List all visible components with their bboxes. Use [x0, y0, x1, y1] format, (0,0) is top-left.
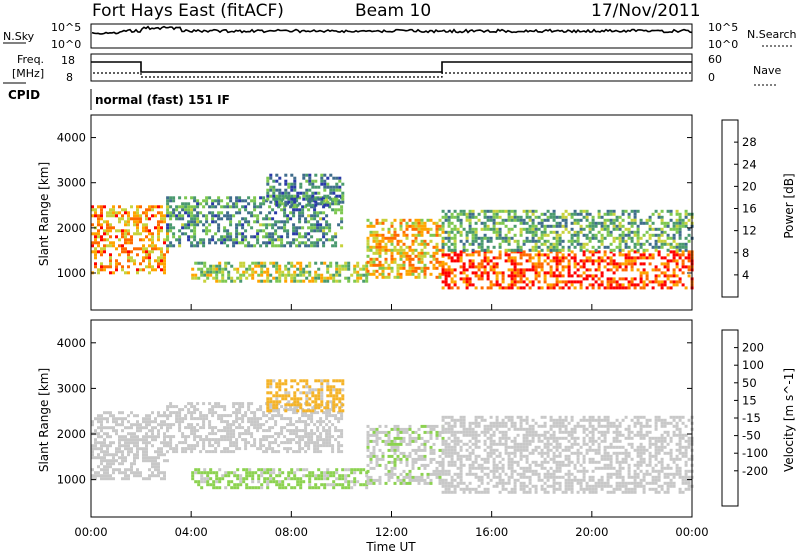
velocity-band-3 — [191, 468, 369, 490]
xtick-6: 00:00 — [675, 525, 708, 539]
velocity-panel: 1000 2000 3000 4000 Slant Range [km] 200 100… — [37, 304, 796, 554]
noise-panel: N.Sky 10^5 10^0 10^5 10^0 N.Search — [3, 21, 797, 51]
power-band-4 — [266, 173, 345, 207]
velocity-cbar-tick--15: -15 — [742, 411, 761, 425]
power-colorbar-label: Power [dB] — [782, 173, 796, 238]
velocity-cbar-tick-200: 200 — [742, 341, 764, 355]
cpid-label: CPID — [8, 88, 40, 102]
velocity-band-6 — [441, 415, 694, 494]
noise-left-tick-top: 10^5 — [51, 21, 81, 34]
power-cbar-tick-4: 4 — [742, 268, 749, 282]
time-axis-label: Time UT — [365, 540, 416, 554]
velocity-cbar-tick--50: -50 — [742, 429, 761, 443]
frequency-panel: Freq. [MHz] 18 8 60 0 Nave — [3, 53, 781, 86]
power-ytick-2000: 2000 — [57, 221, 86, 235]
power-band-7 — [441, 209, 694, 252]
power-band-6 — [441, 250, 694, 290]
nave-tick-top: 60 — [708, 53, 722, 66]
power-colorbar: 4 8 12 16 20 24 28 — [721, 119, 757, 298]
velocity-colorbar: 200 100 50 15 -15 -50 -100 -200 — [721, 329, 768, 507]
power-cbar-tick-12: 12 — [742, 224, 757, 238]
power-ytick-3000: 3000 — [57, 176, 86, 190]
frequency-unit: [MHz] — [12, 67, 44, 80]
velocity-ytick-3000: 3000 — [57, 381, 86, 395]
power-band-1 — [91, 205, 169, 275]
xtick-2: 08:00 — [275, 525, 308, 539]
frequency-label: Freq. — [17, 53, 44, 66]
power-band-3 — [191, 261, 369, 283]
xtick-4: 16:00 — [475, 525, 508, 539]
velocity-band-2 — [166, 402, 344, 454]
power-band-5 — [366, 218, 445, 279]
velocity-cbar-tick-15: 15 — [742, 393, 757, 407]
frequency-tick-top: 18 — [61, 54, 75, 67]
nave-label: Nave — [753, 64, 781, 77]
cpid-panel: CPID normal (fast) 151 IF — [8, 88, 230, 110]
station-title: Fort Hays East (fitACF) — [92, 1, 284, 21]
xtick-0: 00:00 — [74, 525, 107, 539]
date-label: 17/Nov/2011 — [591, 1, 701, 21]
beam-label: Beam 10 — [355, 1, 431, 21]
noise-sky-label: N.Sky — [3, 30, 35, 43]
velocity-cbar-tick-50: 50 — [742, 376, 757, 390]
velocity-band-4 — [266, 379, 345, 413]
velocity-ytick-1000: 1000 — [57, 473, 86, 487]
xtick-1: 04:00 — [175, 525, 208, 539]
nave-tick-bottom: 0 — [708, 71, 715, 84]
frequency-trace — [91, 61, 692, 73]
velocity-band-1 — [91, 411, 169, 481]
power-ytick-4000: 4000 — [57, 131, 86, 145]
power-cbar-tick-16: 16 — [742, 202, 757, 216]
power-cbar-tick-28: 28 — [742, 135, 757, 149]
velocity-cbar-tick--200: -200 — [742, 464, 768, 478]
velocity-colorbar-label: Velocity [m s^-1] — [782, 368, 796, 472]
power-cbar-tick-24: 24 — [742, 157, 757, 171]
velocity-echo-bands — [91, 379, 694, 494]
power-cbar-tick-8: 8 — [742, 246, 749, 260]
velocity-cbar-tick--100: -100 — [742, 446, 768, 460]
nave-trace — [93, 72, 691, 78]
cpid-text: normal (fast) 151 IF — [95, 93, 230, 107]
power-echo-bands — [91, 173, 694, 290]
xtick-3: 12:00 — [375, 525, 408, 539]
velocity-ytick-4000: 4000 — [57, 336, 86, 350]
xtick-5: 20:00 — [575, 525, 608, 539]
power-panel: 1000 2000 3000 4000 Slant Range [km] 4 8 12 16… — [37, 114, 796, 311]
velocity-ytick-2000: 2000 — [57, 427, 86, 441]
noise-left-tick-bottom: 10^0 — [51, 38, 81, 51]
noise-right-tick-bottom: 10^0 — [708, 38, 738, 51]
power-ylabel: Slant Range [km] — [37, 162, 51, 266]
power-ytick-1000: 1000 — [57, 266, 86, 280]
velocity-band-5 — [366, 424, 445, 485]
frequency-tick-bottom: 8 — [66, 71, 73, 84]
velocity-cbar-tick-100: 100 — [742, 358, 764, 372]
noise-sky-trace — [91, 25, 693, 35]
noise-right-tick-top: 10^5 — [708, 21, 738, 34]
noise-search-label: N.Search — [747, 28, 797, 41]
power-cbar-tick-20: 20 — [742, 179, 757, 193]
velocity-ylabel: Slant Range [km] — [37, 368, 51, 472]
